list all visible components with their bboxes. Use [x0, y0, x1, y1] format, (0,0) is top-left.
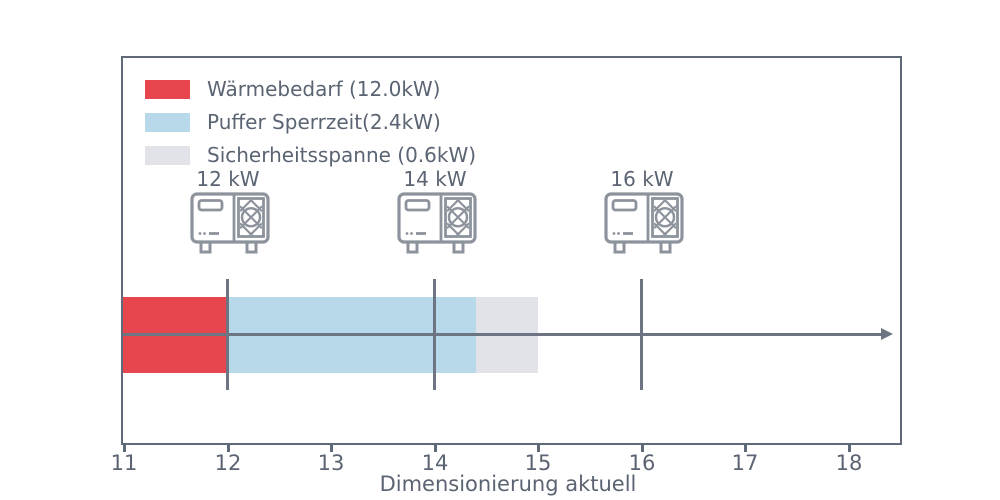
marker-label-16kw: 16 kW — [610, 167, 674, 191]
x-tick-label: 15 — [524, 451, 552, 475]
legend-swatch-puffer-sperrzeit — [145, 112, 190, 132]
legend-label-sicherheitsspanne: Sicherheitsspanne (0.6kW) — [207, 143, 477, 167]
x-tick — [434, 444, 437, 452]
marker-label-12kw: 12 kW — [196, 167, 260, 191]
x-tick-label: 13 — [317, 451, 345, 475]
x-tick — [744, 444, 747, 452]
x-tick — [123, 444, 126, 452]
legend-swatch-sicherheitsspanne — [145, 145, 190, 165]
x-tick — [641, 444, 644, 452]
x-tick-label: 11 — [110, 451, 138, 475]
legend-item-puffer-sperrzeit: Puffer Sperrzeit(2.4kW) — [145, 112, 476, 132]
legend-label-waermebedarf: Wärmebedarf (12.0kW) — [207, 77, 441, 101]
legend-swatch-waermebedarf — [145, 79, 190, 99]
marker-label-14kw: 14 kW — [403, 167, 467, 191]
x-tick-label: 17 — [731, 451, 759, 475]
axis-arrow-line — [123, 333, 883, 336]
legend-item-sicherheitsspanne: Sicherheitsspanne (0.6kW) — [145, 145, 476, 165]
axis-arrow-head-icon — [881, 328, 893, 340]
x-tick — [848, 444, 851, 452]
x-tick-label: 12 — [214, 451, 242, 475]
legend-label-puffer-sperrzeit: Puffer Sperrzeit(2.4kW) — [207, 110, 441, 134]
chart-legend: Wärmebedarf (12.0kW) Puffer Sperrzeit(2.… — [145, 79, 476, 178]
x-tick — [537, 444, 540, 452]
x-tick-label: 16 — [628, 451, 656, 475]
heat-pump-icon-16kw — [604, 192, 686, 258]
x-tick-label: 14 — [421, 451, 449, 475]
x-axis-title: Dimensionierung aktuell — [379, 472, 637, 496]
heat-pump-icon-14kw — [397, 192, 479, 258]
plot-area-frame — [121, 56, 902, 445]
x-tick-label: 18 — [835, 451, 863, 475]
x-tick — [330, 444, 333, 452]
legend-item-waermebedarf: Wärmebedarf (12.0kW) — [145, 79, 476, 99]
x-tick — [227, 444, 230, 452]
heat-pump-icon-12kw — [190, 192, 272, 258]
